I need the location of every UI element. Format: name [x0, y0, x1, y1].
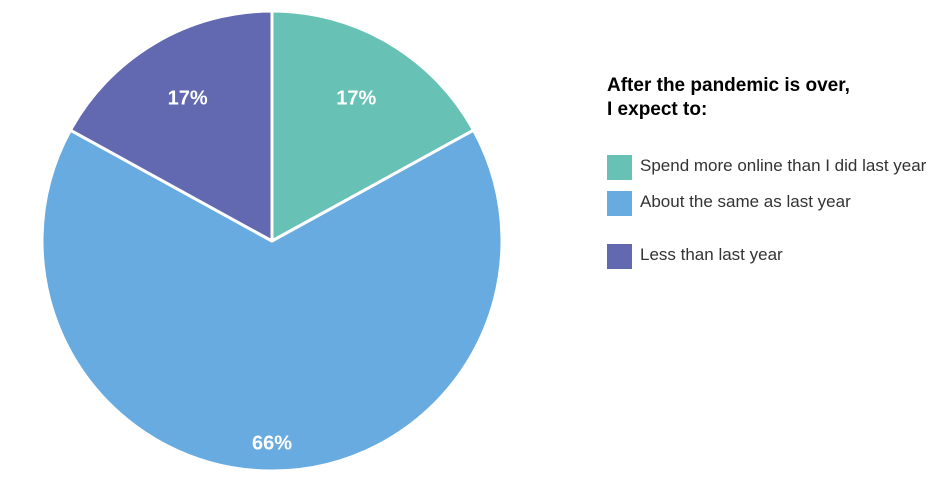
pie-slice-less	[68, 9, 274, 243]
legend-swatch-spend-more	[607, 155, 632, 180]
pie-slice-about-the-same	[40, 128, 504, 473]
legend: After the pandemic is over, I expect to:…	[607, 74, 932, 270]
pie-slice-spend-more	[270, 9, 476, 243]
legend-label-spend-more: Spend more online than I did last year	[640, 156, 927, 175]
slice-label-less: 17%	[168, 87, 208, 109]
legend-item-spend-more: Spend more online than I did last year	[607, 153, 932, 181]
legend-item-less: Less than last year	[607, 242, 932, 270]
legend-title: After the pandemic is over, I expect to:	[607, 74, 932, 122]
slice-label-about-the-same: 66%	[252, 432, 292, 454]
legend-title-line-1: After the pandemic is over,	[607, 75, 850, 96]
legend-item-about-the-same: About the same as last year	[607, 189, 932, 217]
legend-title-line-2: I expect to:	[607, 99, 708, 120]
legend-swatch-less	[607, 244, 632, 269]
legend-label-about-the-same: About the same as last year	[640, 192, 851, 211]
legend-swatch-about-the-same	[607, 191, 632, 216]
slice-label-spend-more: 17%	[336, 87, 376, 109]
legend-label-less: Less than last year	[640, 245, 783, 264]
